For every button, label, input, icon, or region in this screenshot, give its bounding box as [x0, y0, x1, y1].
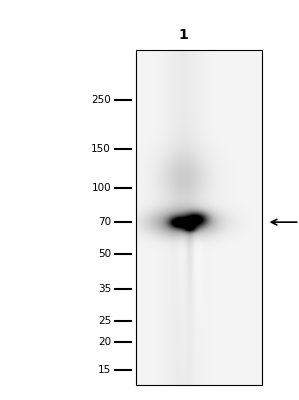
Text: 20: 20 — [98, 337, 111, 347]
Text: 25: 25 — [98, 316, 111, 326]
Bar — [136, 50, 262, 385]
Text: 1: 1 — [179, 28, 188, 42]
Text: 15: 15 — [98, 365, 111, 375]
Text: 35: 35 — [98, 284, 111, 294]
Text: 250: 250 — [91, 95, 111, 105]
Text: 70: 70 — [98, 217, 111, 227]
Text: 100: 100 — [91, 183, 111, 193]
Text: 50: 50 — [98, 250, 111, 260]
Text: 150: 150 — [91, 144, 111, 154]
